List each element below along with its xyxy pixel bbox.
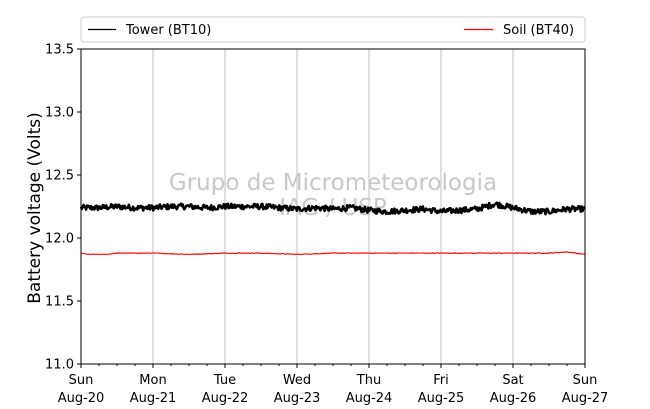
- x-tick-label-date: Aug-26: [490, 391, 537, 406]
- y-tick-label: 11.0: [45, 358, 74, 373]
- x-tick-label-day: Sat: [502, 373, 523, 388]
- y-tick-label: 13.5: [45, 43, 74, 58]
- y-tick-label: 12.0: [45, 232, 74, 247]
- y-axis: 11.0 11.5 12.0 12.5 13.0 13.5: [45, 43, 81, 373]
- x-tick-label-date: Aug-20: [58, 391, 105, 406]
- legend: Tower (BT10) Soil (BT40): [80, 16, 586, 43]
- x-tick-label-day: Sun: [69, 373, 94, 388]
- y-tick-label: 12.5: [45, 169, 74, 184]
- legend-label: Tower (BT10): [125, 23, 211, 38]
- x-tick-label-date: Aug-23: [274, 391, 321, 406]
- watermark-line-1: Grupo de Micrometeorologia: [169, 170, 497, 196]
- x-tick-label-date: Aug-22: [202, 391, 249, 406]
- legend-label: Soil (BT40): [503, 23, 574, 38]
- x-axis: Sun Aug-20 Mon Aug-21 Tue Aug-22 Wed Aug-23 Thu A…: [58, 364, 609, 406]
- series-line: [80, 251, 586, 256]
- x-tick-label-date: Aug-25: [418, 391, 465, 406]
- legend-box: [80, 16, 586, 43]
- series-line: [79, 201, 586, 216]
- y-tick-label: 11.5: [45, 295, 74, 310]
- x-tick-label-day: Thu: [356, 373, 381, 388]
- x-tick-label-day: Fri: [433, 373, 449, 388]
- series-group: [79, 201, 586, 256]
- x-tick-label-date: Aug-27: [562, 391, 609, 406]
- y-tick-label: 13.0: [45, 106, 74, 121]
- y-axis-label: Battery voltage (Volts): [25, 112, 45, 303]
- x-tick-label-date: Aug-21: [130, 391, 177, 406]
- x-tick-label-day: Sun: [573, 373, 598, 388]
- watermark: Grupo de Micrometeorologia IAG / USP: [169, 170, 497, 221]
- x-tick-label-day: Wed: [283, 373, 311, 388]
- x-tick-label-day: Mon: [139, 373, 166, 388]
- x-tick-label-date: Aug-24: [346, 391, 393, 406]
- x-tick-label-day: Tue: [213, 373, 236, 388]
